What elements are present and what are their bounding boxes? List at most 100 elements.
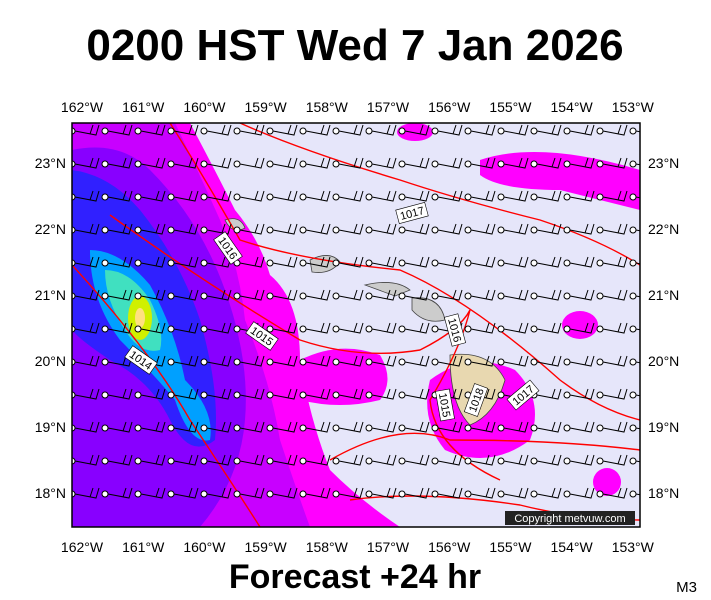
station [563, 259, 571, 267]
barb [305, 322, 331, 334]
station [596, 457, 604, 465]
station [134, 490, 142, 498]
station [629, 226, 637, 234]
lon-label: 155°W [489, 539, 532, 555]
barb [305, 421, 331, 433]
barb [173, 355, 199, 367]
barb [470, 454, 496, 466]
barb [503, 223, 529, 235]
station [332, 325, 340, 333]
lat-label: 18°N [648, 485, 679, 501]
station [497, 457, 505, 465]
barb [503, 124, 529, 136]
station [332, 160, 340, 168]
barb [74, 421, 100, 433]
barb [338, 355, 364, 367]
station [299, 457, 307, 465]
station [233, 160, 241, 168]
barb [371, 322, 397, 334]
station [431, 358, 439, 366]
station [398, 226, 406, 234]
barb [470, 157, 496, 169]
barb [140, 124, 166, 136]
barb [305, 157, 331, 169]
barb [239, 190, 265, 202]
barb [206, 322, 232, 334]
station [365, 127, 373, 135]
station [596, 424, 604, 432]
barb [272, 223, 298, 235]
barb [305, 388, 331, 400]
station [167, 391, 175, 399]
station [530, 127, 538, 135]
barb [239, 256, 265, 268]
barb [338, 256, 364, 268]
lon-label: 153°W [612, 539, 655, 555]
station [629, 391, 637, 399]
station [101, 292, 109, 300]
station [563, 292, 571, 300]
barb [206, 223, 232, 235]
station [266, 193, 274, 201]
station [134, 259, 142, 267]
barb [503, 256, 529, 268]
barb [74, 289, 100, 301]
lon-label: 160°W [183, 99, 226, 115]
station [167, 193, 175, 201]
station [464, 259, 472, 267]
station [332, 127, 340, 135]
barb [173, 223, 199, 235]
barb [404, 289, 430, 301]
map-frame [71, 122, 641, 528]
barb [602, 256, 628, 268]
barb [569, 355, 595, 367]
station [629, 127, 637, 135]
isobar-value: 1015 [436, 392, 452, 418]
rain-area [562, 311, 598, 339]
station [332, 226, 340, 234]
lon-label: 159°W [245, 99, 288, 115]
station [464, 127, 472, 135]
station [233, 424, 241, 432]
barb [338, 124, 364, 136]
barb [173, 190, 199, 202]
barb [536, 454, 562, 466]
lon-label: 154°W [551, 539, 594, 555]
station [398, 127, 406, 135]
station [200, 259, 208, 267]
barb [470, 256, 496, 268]
station [398, 391, 406, 399]
station [101, 259, 109, 267]
barb [338, 190, 364, 202]
barb [437, 256, 463, 268]
barb [239, 487, 265, 499]
barb [536, 388, 562, 400]
barb [602, 190, 628, 202]
station [332, 490, 340, 498]
station [134, 325, 142, 333]
barb [569, 223, 595, 235]
barb [503, 355, 529, 367]
rain-area [397, 123, 433, 141]
barb [536, 124, 562, 136]
station [200, 193, 208, 201]
station [464, 160, 472, 168]
station [167, 160, 175, 168]
station [563, 391, 571, 399]
barb [437, 289, 463, 301]
barb [272, 190, 298, 202]
station [332, 391, 340, 399]
station [167, 292, 175, 300]
barb [272, 421, 298, 433]
station [365, 490, 373, 498]
station [200, 292, 208, 300]
station [299, 292, 307, 300]
station [134, 160, 142, 168]
barb [140, 289, 166, 301]
station [233, 391, 241, 399]
barb [371, 421, 397, 433]
station [530, 193, 538, 201]
barb [140, 322, 166, 334]
station [629, 292, 637, 300]
